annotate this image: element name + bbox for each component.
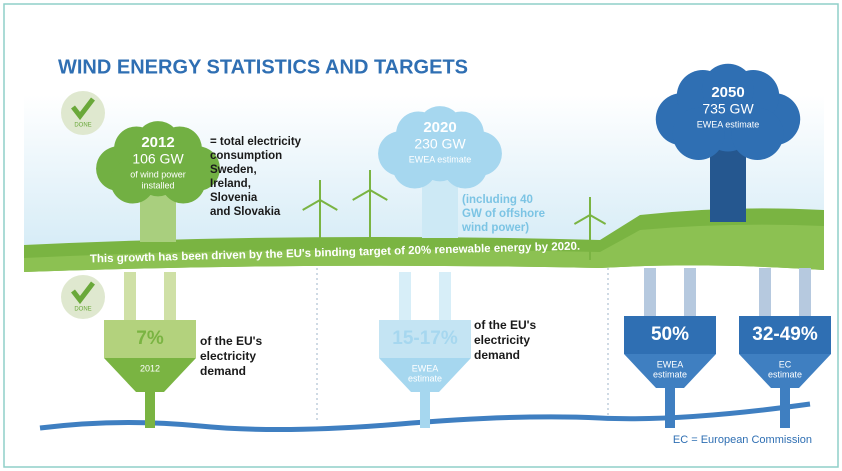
side-note: = total electricity (210, 136, 302, 148)
plug-cord (780, 386, 790, 428)
plug-prong (799, 268, 811, 318)
demand-note: of the EU's (200, 334, 263, 348)
tree-trunk (710, 148, 746, 222)
plug-cord (665, 386, 675, 428)
plug-prong (439, 272, 451, 322)
side-note: (including 40 (462, 194, 533, 206)
plug-prong (684, 268, 696, 318)
badge-label: DONE (74, 307, 91, 313)
tree-note: installed (141, 180, 174, 190)
side-note: Ireland, (210, 178, 251, 190)
demand-note: demand (200, 364, 246, 378)
tree-capacity: 230 GW (414, 136, 466, 152)
tree-note: EWEA estimate (697, 119, 760, 129)
tree-note: of wind power (130, 169, 186, 179)
plug-caption: estimate (768, 369, 802, 379)
plug-caption: 2012 (140, 363, 160, 373)
plug-share: 7% (136, 328, 164, 349)
plug-caption: EWEA (657, 359, 684, 369)
tree-year: 2020 (423, 119, 456, 136)
demand-note: electricity (200, 349, 256, 363)
badge-label: DONE (74, 123, 91, 129)
infographic: WIND ENERGY STATISTICS AND TARGETS DONE D… (0, 0, 842, 471)
plug-share: 15-17% (392, 328, 458, 349)
plug-prong (124, 272, 136, 322)
side-note: consumption (210, 150, 282, 162)
side-note: wind power) (461, 222, 529, 234)
plug-caption: estimate (653, 369, 687, 379)
plug-caption: estimate (408, 373, 442, 383)
plug-prong (164, 272, 176, 322)
tree-note: EWEA estimate (409, 154, 472, 164)
side-note: GW of offshore (462, 208, 545, 220)
tree-year: 2050 (711, 84, 744, 101)
plug-caption: EC (779, 359, 792, 369)
side-note: and Slovakia (210, 206, 281, 218)
side-note: Sweden, (210, 164, 257, 176)
tree-capacity: 735 GW (702, 101, 754, 117)
demand-note: of the EU's (474, 318, 537, 332)
plug-prong (759, 268, 771, 318)
tree-trunk (422, 178, 458, 238)
plug-cord (145, 390, 155, 428)
plug-prong (644, 268, 656, 318)
plug-caption: EWEA (412, 363, 439, 373)
plug-prong (399, 272, 411, 322)
title: WIND ENERGY STATISTICS AND TARGETS (58, 56, 468, 78)
demand-note: electricity (474, 333, 530, 347)
tree-year: 2012 (141, 134, 174, 151)
plug-share: 32-49% (752, 324, 818, 345)
plug-share: 50% (651, 324, 689, 345)
plug-cord (420, 390, 430, 428)
side-note: Slovenia (210, 192, 258, 204)
tree-capacity: 106 GW (132, 151, 184, 167)
demand-note: demand (474, 348, 520, 362)
footnote: EC = European Commission (673, 434, 812, 446)
